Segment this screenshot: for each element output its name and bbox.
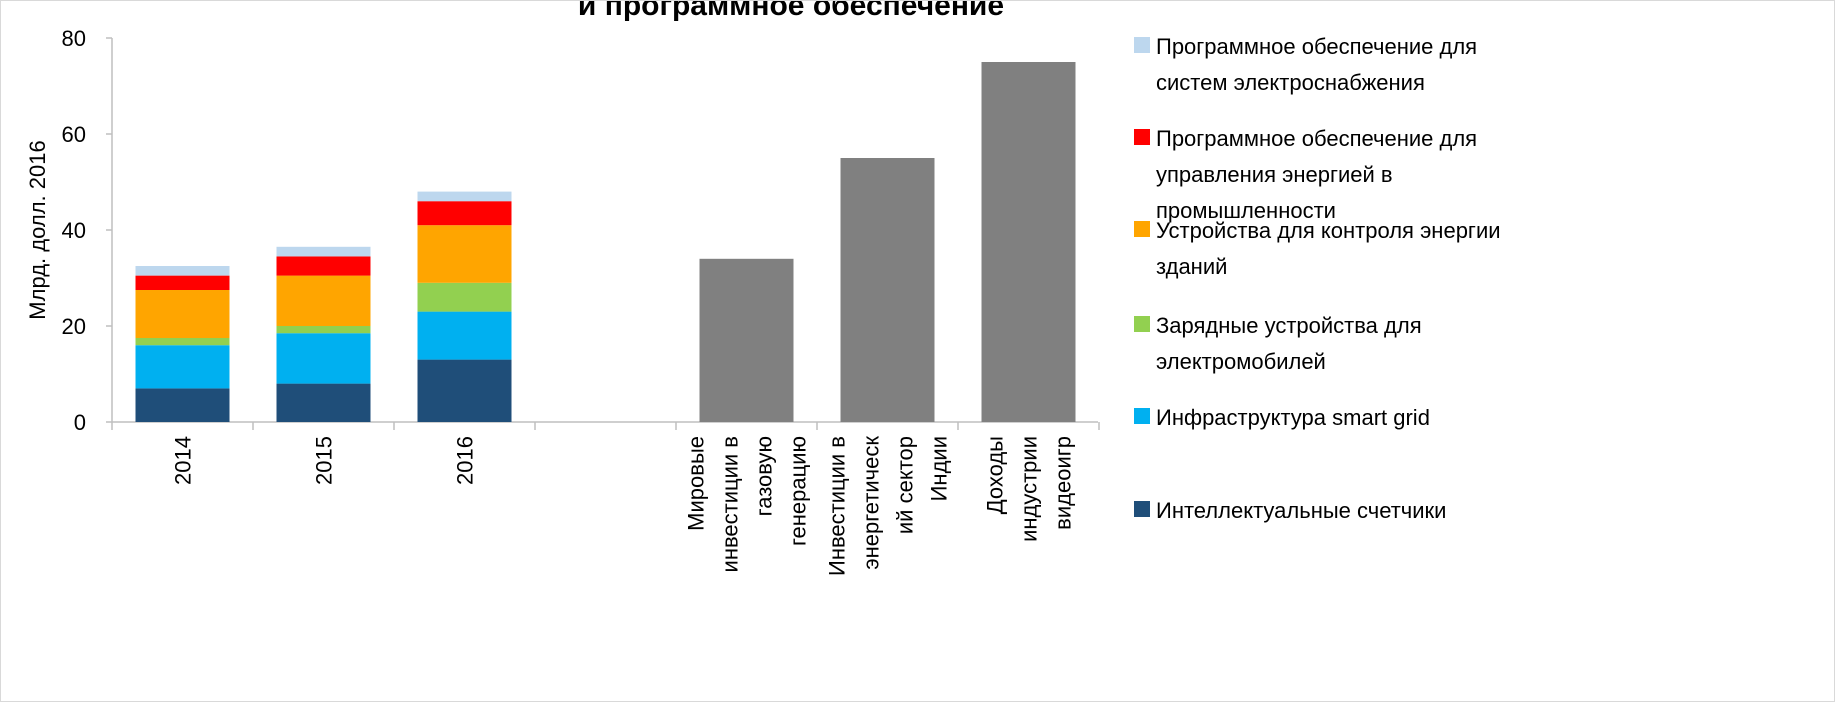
- y-tick-label: 0: [74, 410, 86, 435]
- bar-segment: [417, 225, 512, 283]
- legend-swatch: [1134, 316, 1150, 332]
- bar-segment: [276, 383, 371, 422]
- x-tick-label-group: Инвестиции в энергетическ ий сектор Индии: [825, 436, 952, 576]
- legend: Программное обеспечение для систем электр…: [1134, 34, 1501, 523]
- bar-segment: [417, 191, 512, 202]
- bar-segment: [135, 345, 230, 389]
- legend-label: Программное обеспечение для: [1156, 126, 1477, 151]
- x-tick-label-group: Мировые инвестиции в газовую генерацию: [684, 436, 811, 572]
- chart-title: и программное обеспечение: [578, 1, 1004, 22]
- bar-segment: [417, 359, 512, 422]
- legend-label: электромобилей: [1156, 349, 1326, 374]
- comparison-bar: [699, 258, 794, 422]
- bar-segment: [135, 275, 230, 290]
- bar-segment: [135, 266, 230, 276]
- comparison-bar: [981, 62, 1076, 422]
- x-tick-label: 2016: [453, 436, 478, 485]
- y-tick-label: 60: [62, 122, 86, 147]
- legend-item: Программное обеспечение для управления эн…: [1134, 126, 1477, 223]
- legend-swatch: [1134, 129, 1150, 145]
- legend-label: систем электроснабжения: [1156, 70, 1425, 95]
- x-tick-label-line: инвестиции в: [718, 436, 743, 572]
- x-tick-label-line: ий сектор: [893, 436, 918, 534]
- bar-segment: [135, 290, 230, 338]
- legend-item: Инфраструктура smart grid: [1134, 405, 1430, 430]
- legend-item: Зарядные устройства для электромобилей: [1134, 313, 1422, 374]
- legend-swatch: [1134, 221, 1150, 237]
- x-tick-label-line: энергетическ: [859, 436, 884, 570]
- x-tick-label-group: Доходы индустрии видеоигр: [983, 436, 1076, 542]
- y-tick-label: 40: [62, 218, 86, 243]
- legend-label: зданий: [1156, 254, 1227, 279]
- x-tick-label: 2015: [312, 436, 337, 485]
- x-tick-label-line: газовую: [752, 436, 777, 516]
- y-tick-label: 20: [62, 314, 86, 339]
- legend-label: Устройства для контроля энергии: [1156, 218, 1501, 243]
- x-tick-label-line: Мировые: [684, 436, 709, 531]
- legend-label: Интеллектуальные счетчики: [1156, 498, 1446, 523]
- legend-label: промышленности: [1156, 198, 1336, 223]
- bar-segment: [276, 333, 371, 384]
- x-tick-label-line: генерацию: [786, 436, 811, 546]
- bar-segment: [135, 388, 230, 422]
- x-tick-label-line: Инвестиции в: [825, 436, 850, 576]
- legend-swatch: [1134, 408, 1150, 424]
- legend-item: Программное обеспечение для систем электр…: [1134, 34, 1477, 95]
- x-tick-label: 2014: [171, 436, 196, 485]
- y-axis-label: Млрд. долл. 2016: [25, 140, 50, 319]
- comparison-bar: [840, 158, 935, 422]
- x-tick-label-line: индустрии: [1017, 436, 1042, 542]
- legend-swatch: [1134, 501, 1150, 517]
- y-tick-label: 80: [62, 26, 86, 51]
- legend-item: Интеллектуальные счетчики: [1134, 498, 1446, 523]
- bar-segment: [276, 256, 371, 276]
- legend-label: Зарядные устройства для: [1156, 313, 1422, 338]
- bar-segment: [417, 201, 512, 226]
- bar-segment: [276, 275, 371, 326]
- x-tick-label-line: Индии: [927, 436, 952, 501]
- legend-label: Программное обеспечение для: [1156, 34, 1477, 59]
- legend-label: управления энергией в: [1156, 162, 1393, 187]
- bar-segment: [276, 246, 371, 257]
- x-tick-label-line: Доходы: [983, 436, 1008, 514]
- legend-item: Устройства для контроля энергии зданий: [1134, 218, 1501, 279]
- legend-label: Инфраструктура smart grid: [1156, 405, 1430, 430]
- bar-segment: [135, 338, 230, 346]
- legend-swatch: [1134, 37, 1150, 53]
- bar-segment: [276, 326, 371, 334]
- bar-segment: [417, 282, 512, 312]
- x-tick-label-line: видеоигр: [1051, 436, 1076, 530]
- bar-segment: [417, 311, 512, 360]
